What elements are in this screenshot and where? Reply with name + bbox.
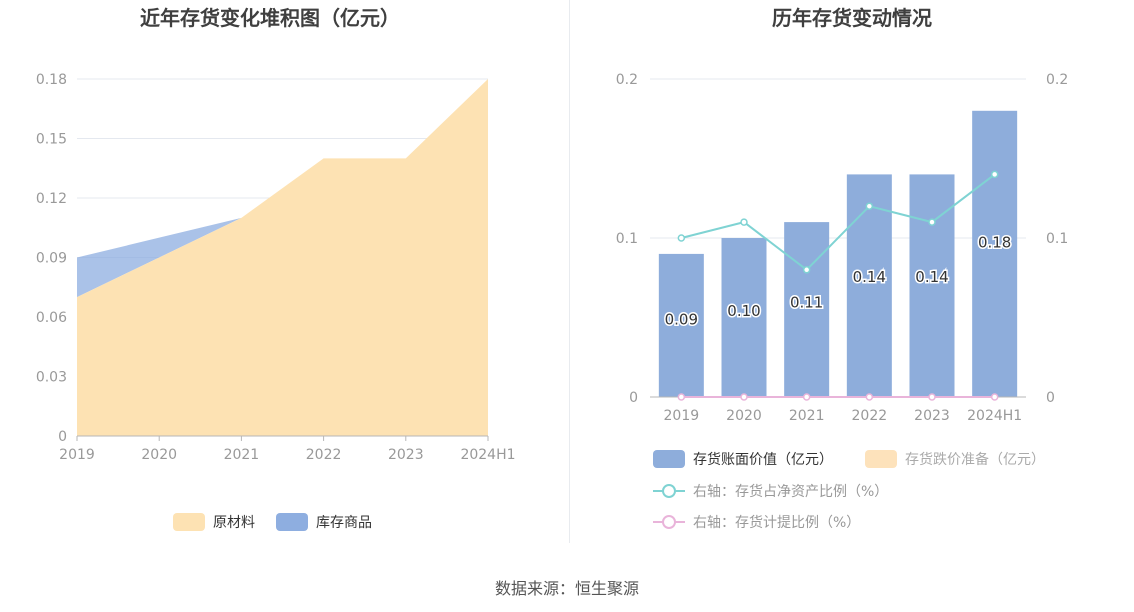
legend-swatch — [173, 513, 205, 531]
y-tick-label: 0 — [629, 390, 638, 406]
right-chart-title: 历年存货变动情况 — [772, 6, 932, 30]
bar — [784, 222, 830, 397]
x-tick-label: 2024H1 — [967, 408, 1022, 424]
x-tick-label: 2020 — [726, 408, 762, 424]
source-footer: 数据来源：恒生聚源 — [494, 579, 639, 598]
legend-label: 右轴：存货占净资产比例（%） — [693, 483, 888, 500]
legend-label: 右轴：存货计提比例（%） — [693, 514, 860, 531]
left-chart-title: 近年存货变化堆积图（亿元） — [140, 6, 400, 30]
y-tick-label: 0.09 — [36, 251, 67, 267]
bar-data-label: 0.11 — [790, 294, 823, 312]
line-point — [865, 393, 874, 401]
y-tick-label: 0 — [58, 429, 67, 445]
area-series-2 — [77, 79, 488, 298]
line-point — [928, 218, 936, 226]
x-tick-label: 2021 — [789, 408, 825, 424]
legend-point-marker — [662, 515, 676, 529]
bar-data-label: 0.14 — [853, 268, 886, 286]
line-point — [740, 218, 748, 226]
x-tick-label: 2019 — [664, 408, 700, 424]
left-stacked-area-chart: 0 0.03 0.06 0.09 0.12 0.15 0.18 2019 2020 2021 202… — [36, 72, 516, 531]
bar — [658, 253, 704, 397]
y-tick-label: 0.18 — [36, 72, 67, 88]
legend-label: 存货跌价准备（亿元） — [905, 451, 1045, 468]
line-point — [802, 266, 811, 274]
y-tick-label: 0.1 — [616, 231, 638, 247]
line-point — [802, 393, 811, 401]
bar-data-label: 0.14 — [915, 268, 948, 286]
area-series-1 — [77, 79, 488, 436]
x-tick-label: 2024H1 — [460, 447, 515, 463]
bar-data-label: 0.18 — [978, 233, 1011, 251]
y2-tick-label: 0 — [1046, 390, 1055, 406]
x-tick-label: 2021 — [224, 447, 260, 463]
x-tick-label: 2020 — [141, 447, 177, 463]
legend-swatch — [276, 513, 308, 531]
y-tick-label: 0.12 — [36, 191, 67, 207]
bar — [972, 110, 1018, 398]
bar-data-label: 0.09 — [665, 311, 698, 329]
right-bar-line-chart: 0 0.1 0.2 0 0.1 0.2 2019 2020 2021 2022 2023 2024H1… — [616, 72, 1069, 531]
x-tick-label: 2023 — [914, 408, 950, 424]
legend-label: 库存商品 — [316, 515, 372, 531]
bar — [721, 238, 767, 397]
y2-tick-label: 0.1 — [1046, 231, 1068, 247]
y-tick-label: 0.06 — [36, 310, 67, 326]
line-point — [990, 393, 999, 401]
bar-data-label: 0.10 — [727, 302, 760, 320]
legend-swatch — [865, 450, 897, 468]
x-tick-label: 2022 — [852, 408, 888, 424]
line-point — [740, 393, 748, 401]
y-tick-label: 0.2 — [616, 72, 638, 88]
line-point — [865, 202, 874, 210]
line-point — [928, 393, 936, 401]
y-tick-label: 0.15 — [36, 132, 67, 148]
line-ratio-net-assets — [681, 173, 996, 272]
line-point — [677, 234, 686, 242]
line-point — [990, 170, 999, 179]
x-tick-label: 2022 — [306, 447, 342, 463]
legend-point-marker — [662, 484, 676, 498]
panel-divider — [569, 0, 570, 543]
legend-label: 原材料 — [213, 515, 255, 531]
legend-swatch — [653, 450, 685, 468]
y-tick-label: 0.03 — [36, 370, 67, 386]
y2-tick-label: 0.2 — [1046, 72, 1068, 88]
x-tick-label: 2019 — [59, 447, 95, 463]
x-tick-label: 2023 — [388, 447, 424, 463]
line-point — [677, 393, 686, 401]
bar — [846, 174, 892, 397]
legend-label: 存货账面价值（亿元） — [693, 451, 833, 468]
